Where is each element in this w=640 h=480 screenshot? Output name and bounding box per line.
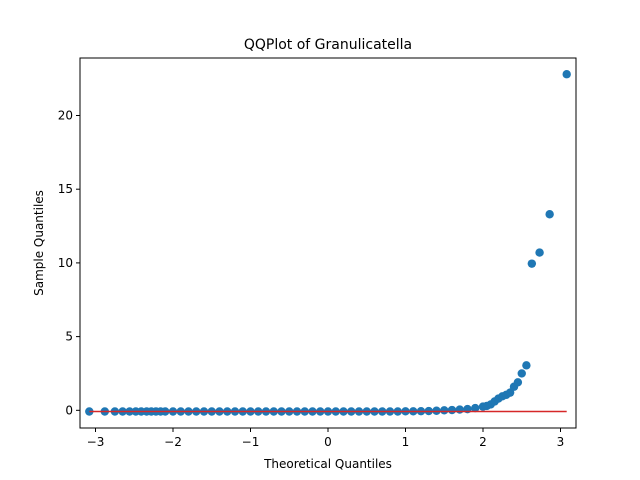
y-tick-label: 5: [65, 330, 73, 344]
data-point: [471, 403, 480, 413]
data-points: [85, 70, 571, 416]
y-tick-label: 10: [58, 256, 73, 270]
x-tick-label: −1: [242, 435, 260, 449]
y-tick-label: 15: [58, 182, 73, 196]
x-axis-label: Theoretical Quantiles: [263, 457, 392, 471]
y-axis-label: Sample Quantiles: [32, 190, 46, 296]
data-point: [447, 405, 457, 415]
x-tick-label: 0: [324, 435, 332, 449]
data-point: [517, 369, 526, 378]
data-point: [562, 70, 571, 79]
plot-area: [79, 57, 577, 429]
data-point: [440, 406, 449, 415]
x-tick-label: 3: [557, 435, 565, 449]
data-point: [522, 361, 531, 370]
x-tick-label: −2: [164, 435, 182, 449]
data-point: [545, 210, 554, 219]
x-tick-label: 1: [402, 435, 410, 449]
chart-title: QQPlot of Granulicatella: [244, 37, 412, 53]
x-tick-label: 2: [479, 435, 487, 449]
y-tick-label: 20: [58, 108, 73, 122]
y-axis-ticks: 0 5 10 15 20: [58, 108, 80, 417]
data-point: [535, 248, 544, 257]
y-tick-label: 0: [65, 403, 73, 417]
axes-background: [80, 58, 576, 428]
x-axis-ticks: −3 −2 −1 0 1 2 3: [87, 428, 565, 449]
x-tick-label: −3: [87, 435, 105, 449]
data-point: [527, 259, 537, 268]
data-point: [513, 378, 523, 387]
data-point: [455, 405, 464, 414]
